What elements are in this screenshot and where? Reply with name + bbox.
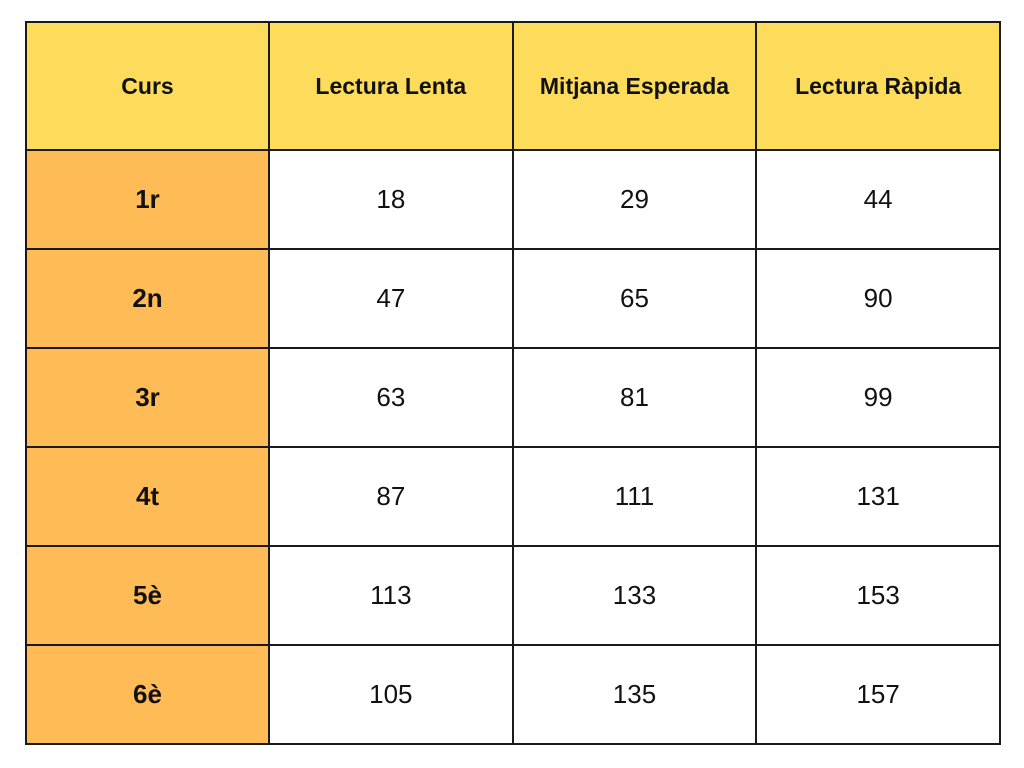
row-header-course: 5è [25,545,270,646]
cell-slow-reading: 63 [268,347,514,448]
row-header-course: 1r [25,149,270,250]
cell-expected-average: 135 [511,644,758,745]
cell-slow-reading: 105 [268,644,514,745]
table-row: 5è 113 133 153 [25,545,1001,646]
cell-expected-average: 65 [511,248,758,349]
table-row: 2n 47 65 90 [25,248,1001,349]
cell-fast-reading: 99 [755,347,1001,448]
cell-expected-average: 29 [511,149,758,250]
cell-fast-reading: 90 [755,248,1001,349]
table-row: 1r 18 29 44 [25,149,1001,250]
column-header-course: Curs [25,21,270,151]
column-header-expected-average: Mitjana Esperada [511,21,758,151]
cell-fast-reading: 131 [755,446,1001,547]
cell-expected-average: 133 [511,545,758,646]
cell-expected-average: 111 [511,446,758,547]
cell-slow-reading: 47 [268,248,514,349]
row-header-course: 4t [25,446,270,547]
table-row: 6è 105 135 157 [25,644,1001,745]
cell-slow-reading: 18 [268,149,514,250]
cell-slow-reading: 113 [268,545,514,646]
cell-slow-reading: 87 [268,446,514,547]
column-header-slow-reading: Lectura Lenta [268,21,514,151]
cell-fast-reading: 44 [755,149,1001,250]
table-row: 3r 63 81 99 [25,347,1001,448]
row-header-course: 2n [25,248,270,349]
row-header-course: 3r [25,347,270,448]
cell-fast-reading: 153 [755,545,1001,646]
row-header-course: 6è [25,644,270,745]
cell-fast-reading: 157 [755,644,1001,745]
cell-expected-average: 81 [511,347,758,448]
table-row: 4t 87 111 131 [25,446,1001,547]
column-header-fast-reading: Lectura Ràpida [755,21,1001,151]
reading-speed-table: Curs Lectura Lenta Mitjana Esperada Lect… [25,21,1001,745]
header-row: Curs Lectura Lenta Mitjana Esperada Lect… [25,21,1001,151]
table-body: 1r 18 29 44 2n 47 65 90 3r 63 81 99 4t 8… [25,149,1001,745]
table-header: Curs Lectura Lenta Mitjana Esperada Lect… [25,21,1001,151]
